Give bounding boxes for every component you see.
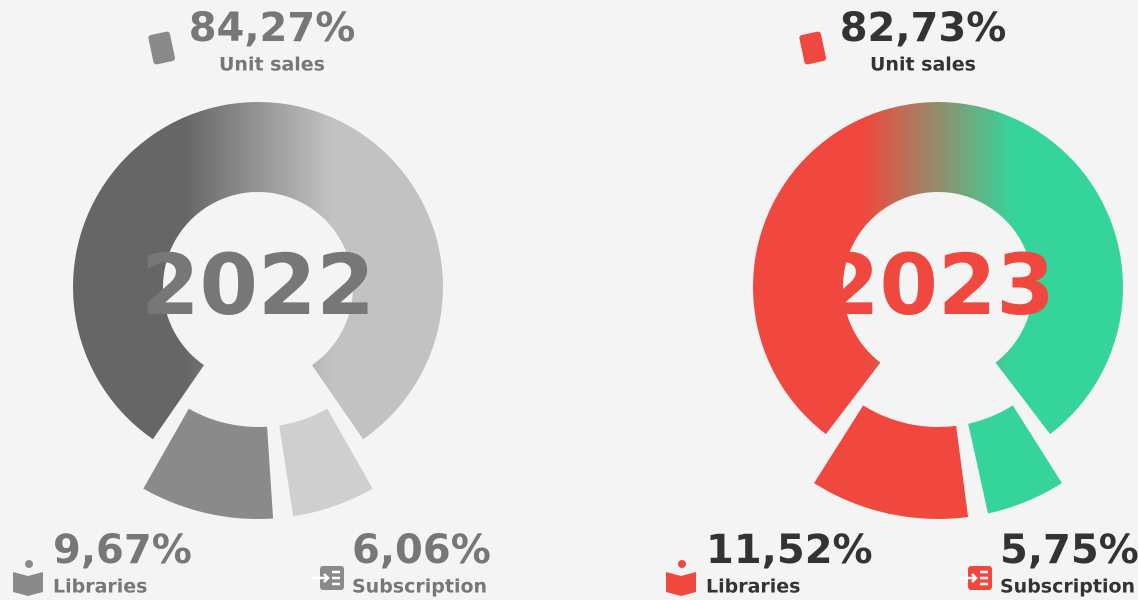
lines-icon (332, 570, 340, 586)
donut-segment (73, 101, 444, 440)
book-icon (799, 31, 827, 65)
value-label: 11,52% (706, 527, 873, 573)
donut-segment (279, 408, 373, 517)
category-label: Unit sales (219, 54, 325, 76)
category-label: Libraries (706, 576, 801, 598)
donut-segment (753, 101, 1123, 435)
category-label: Subscription (1000, 576, 1135, 598)
arrow-icon (312, 573, 330, 583)
value-label: 5,75% (1000, 527, 1138, 573)
category-label: Unit sales (870, 54, 976, 76)
value-label: 84,27% (189, 5, 356, 51)
donut-segment (143, 408, 274, 519)
value-label: 9,67% (53, 527, 192, 573)
donut-segment (968, 405, 1062, 514)
value-label: 6,06% (352, 527, 491, 573)
arrow-icon (960, 573, 978, 583)
open-book-icon (666, 572, 696, 596)
center-label: 2022 (141, 236, 375, 334)
center-label: 2023 (821, 236, 1055, 334)
category-label: Libraries (53, 576, 148, 598)
category-label: Subscription (352, 576, 487, 598)
reader-icon (678, 560, 686, 568)
open-book-icon (13, 572, 43, 596)
value-label: 82,73% (840, 5, 1007, 51)
book-icon (148, 31, 176, 65)
donut-segment (814, 405, 969, 519)
lines-icon (980, 570, 988, 586)
reader-icon (25, 560, 33, 568)
